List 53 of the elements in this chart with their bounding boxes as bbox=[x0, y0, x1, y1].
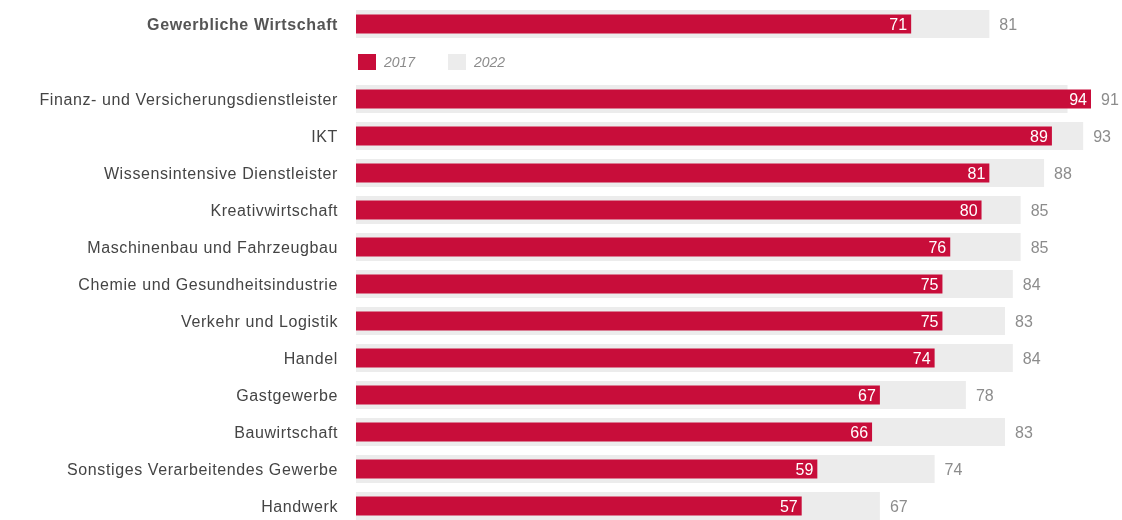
data-label: 66 bbox=[850, 424, 869, 441]
bar bbox=[356, 89, 1091, 109]
y-tick-label: Gewerbliche Wirtschaft bbox=[147, 16, 339, 33]
data-label: 76 bbox=[928, 239, 947, 256]
bar bbox=[356, 496, 802, 516]
bar bbox=[356, 237, 951, 257]
bar bbox=[356, 385, 880, 405]
bar bbox=[356, 311, 943, 331]
y-tick-label: Wissensintensive Dienstleister bbox=[103, 165, 339, 182]
data-label: 57 bbox=[779, 498, 798, 515]
y-tick-label: IKT bbox=[311, 128, 338, 145]
y-tick-label: Sonstiges Verarbeitendes Gewerbe bbox=[67, 461, 338, 478]
data-label: 67 bbox=[858, 387, 876, 404]
data-label: 83 bbox=[1014, 313, 1033, 330]
data-label: 84 bbox=[1022, 276, 1041, 293]
data-label: 88 bbox=[1054, 165, 1072, 182]
data-label: 81 bbox=[967, 165, 986, 182]
data-label: 75 bbox=[920, 313, 939, 330]
bar bbox=[356, 163, 990, 183]
y-tick-label: Verkehr und Logistik bbox=[181, 313, 339, 330]
bar bbox=[356, 274, 943, 294]
data-label: 75 bbox=[920, 276, 939, 293]
bar bbox=[356, 422, 873, 442]
y-tick-label: Finanz- und Versicherungsdienstleister bbox=[39, 91, 339, 108]
bar bbox=[356, 200, 982, 220]
data-label: 89 bbox=[1030, 128, 1049, 145]
data-label: 71 bbox=[889, 16, 908, 33]
y-tick-label: Bauwirtschaft bbox=[234, 424, 338, 441]
bar bbox=[356, 348, 935, 368]
y-tick-label: Kreativwirtschaft bbox=[210, 202, 338, 219]
data-label: 74 bbox=[912, 350, 931, 367]
y-tick-label: Maschinenbau und Fahrzeugbau bbox=[87, 239, 338, 256]
data-label: 91 bbox=[1101, 91, 1119, 108]
data-label: 85 bbox=[1030, 239, 1049, 256]
bar bbox=[356, 126, 1052, 146]
data-label: 81 bbox=[999, 16, 1018, 33]
y-tick-label: Handwerk bbox=[261, 498, 339, 515]
bar bbox=[356, 459, 818, 479]
y-tick-label: Chemie und Gesundheitsindustrie bbox=[78, 276, 338, 293]
legend-label: 2022 bbox=[473, 54, 506, 70]
data-label: 85 bbox=[1030, 202, 1049, 219]
y-tick-label: Handel bbox=[283, 350, 338, 367]
data-label: 93 bbox=[1093, 128, 1112, 145]
data-label: 59 bbox=[795, 461, 814, 478]
data-label: 83 bbox=[1014, 424, 1033, 441]
data-label: 78 bbox=[975, 387, 994, 404]
data-label: 67 bbox=[889, 498, 908, 515]
data-label: 80 bbox=[959, 202, 978, 219]
data-label: 94 bbox=[1069, 91, 1088, 108]
y-tick-label: Gastgewerbe bbox=[236, 387, 338, 404]
data-label: 74 bbox=[944, 461, 963, 478]
legend-label: 2017 bbox=[383, 54, 417, 70]
data-label: 84 bbox=[1022, 350, 1041, 367]
